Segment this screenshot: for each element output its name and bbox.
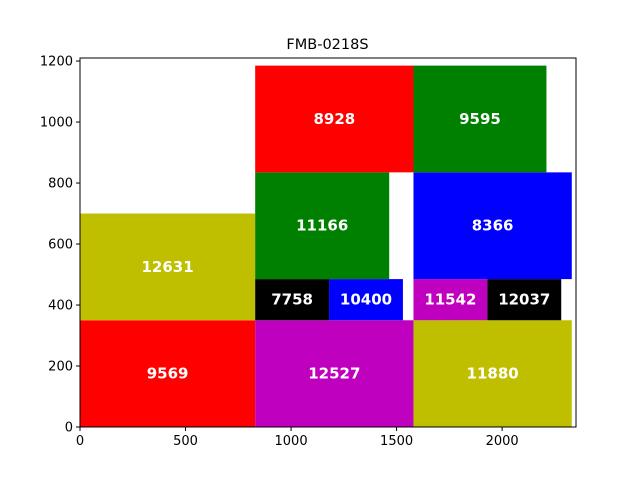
x-tick-label-0: 0 [76,434,84,449]
rect-label-8928: 8928 [313,110,355,128]
rect-9595 [413,65,547,173]
rect-7758 [255,279,330,321]
rect-label-12527: 12527 [308,365,360,383]
rects-layer: 9569 12631 12527 7758 10400 11166 8928 11880 115… [80,65,572,427]
rect-8366 [413,172,572,280]
x-tick-label-1500: 1500 [380,434,413,449]
rect-label-10400: 10400 [340,291,392,309]
y-tick-label-0: 0 [65,421,73,436]
y-axis: 0 200 400 600 800 1000 1200 [40,55,80,436]
y-tick-label-1200: 1200 [40,55,73,70]
x-tick-label-2000: 2000 [486,434,519,449]
rect-10400 [329,279,403,321]
y-tick-label-600: 600 [48,238,73,253]
rect-label-7758: 7758 [271,291,313,309]
y-tick-label-400: 400 [48,299,73,314]
rect-11880 [413,320,572,427]
rect-11542 [413,279,488,321]
x-tick-label-500: 500 [173,434,198,449]
y-tick-label-800: 800 [48,177,73,192]
rect-12631 [80,213,256,321]
plot-frame [79,57,577,428]
rect-label-9595: 9595 [459,110,501,128]
x-tick-label-1000: 1000 [275,434,308,449]
rect-label-11880: 11880 [467,365,519,383]
rect-11166 [255,172,390,280]
rect-label-8366: 8366 [472,217,514,235]
rect-8928 [255,65,414,173]
y-tick-label-1000: 1000 [40,116,73,131]
x-axis: 0 500 1000 1500 2000 [76,427,519,449]
rect-12527 [255,320,414,427]
rect-label-11166: 11166 [296,217,348,235]
rect-12037 [487,279,562,321]
rect-label-9569: 9569 [147,365,189,383]
rect-9569 [80,320,256,427]
rect-label-12631: 12631 [141,258,193,276]
rect-label-12037: 12037 [498,291,550,309]
chart-title: FMB-0218S [286,37,368,53]
rect-label-11542: 11542 [424,291,476,309]
y-tick-label-200: 200 [48,360,73,375]
